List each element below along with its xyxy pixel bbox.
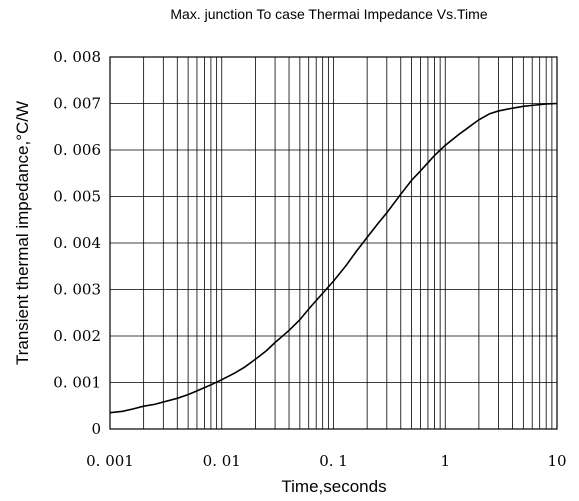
chart-title: Max. junction To case Thermai Impedance … xyxy=(170,6,487,22)
x-tick-label: 0. 1 xyxy=(319,452,348,470)
y-tick-label: 0. 005 xyxy=(53,188,101,206)
x-tick-label: 0. 01 xyxy=(203,452,241,470)
y-tick-label: 0. 002 xyxy=(53,327,101,345)
x-tick-label: 10 xyxy=(547,452,566,470)
y-tick-label: 0. 003 xyxy=(53,281,101,299)
x-tick-label: 0. 001 xyxy=(86,452,134,470)
x-axis-label: Time,seconds xyxy=(281,477,386,496)
y-tick-label: 0. 006 xyxy=(53,141,101,159)
y-tick-label: 0. 008 xyxy=(53,48,101,66)
y-tick-labels: 0 0. 001 0. 002 0. 003 0. 004 0. 005 0. 006 0. … xyxy=(53,48,101,438)
x-tick-labels: 0. 001 0. 01 0. 1 1 10 xyxy=(86,452,566,470)
y-tick-label: 0. 007 xyxy=(53,95,101,113)
y-tick-label: 0 xyxy=(91,420,101,438)
y-tick-label: 0. 001 xyxy=(53,374,101,392)
x-tick-label: 1 xyxy=(440,452,450,470)
y-tick-label: 0. 004 xyxy=(53,234,101,252)
y-axis-label: Transient thermal impedance,°C/W xyxy=(13,101,32,365)
